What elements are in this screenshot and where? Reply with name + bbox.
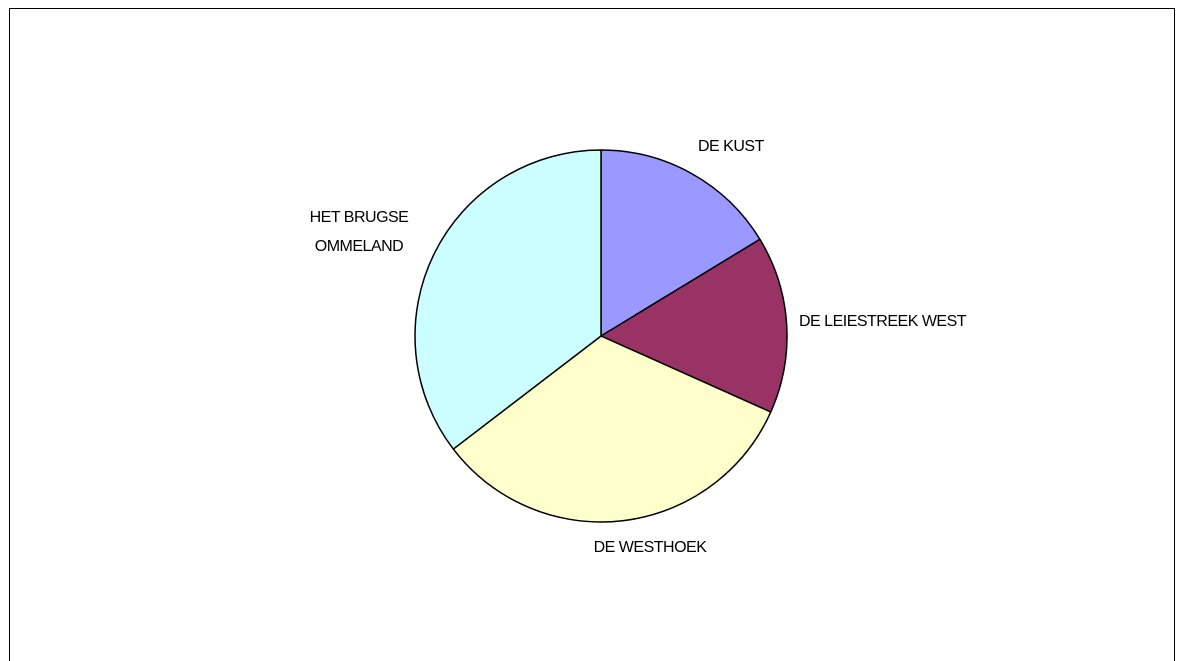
slice-label: HET BRUGSE OMMELAND — [309, 209, 409, 255]
slice-label: DE KUST — [698, 138, 764, 155]
pie-slice — [600, 238, 788, 413]
pie-slice — [414, 149, 602, 450]
pie-slice — [452, 335, 772, 523]
chart-frame — [9, 8, 1175, 661]
pie-slice — [600, 149, 761, 337]
slice-label: DE WESTHOEK — [593, 539, 707, 556]
slice-label: DE LEIESTREEK WEST — [799, 313, 967, 330]
